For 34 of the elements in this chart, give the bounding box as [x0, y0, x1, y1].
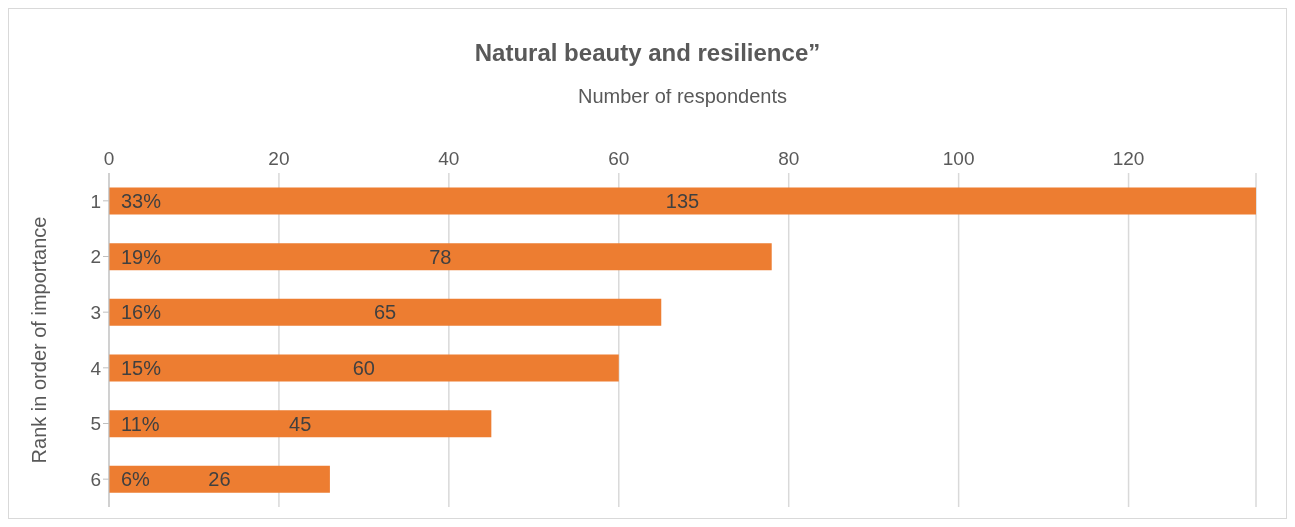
- bar: [109, 243, 772, 271]
- x-tick-label: 0: [103, 148, 115, 169]
- chart-title: Natural beauty and resilience”: [474, 39, 821, 66]
- bar: [109, 298, 662, 326]
- y-tick-label: 5: [90, 413, 101, 435]
- annotation: 15%: [121, 356, 162, 379]
- data-label: 78: [429, 245, 452, 268]
- y-tick-label: 2: [90, 246, 101, 268]
- x-axis-title: Number of respondents: [577, 85, 788, 108]
- y-tick-label: 3: [90, 301, 101, 323]
- annotation: 16%: [121, 301, 162, 324]
- annotation: 6%: [121, 468, 151, 491]
- data-label: 60: [352, 357, 376, 380]
- data-label: 45: [289, 412, 312, 435]
- bar: [109, 187, 1256, 215]
- y-tick-label: 1: [90, 190, 101, 212]
- y-tick-label: 6: [90, 468, 101, 490]
- y-tick-label: 4: [90, 357, 102, 379]
- y-axis-title: Rank in order of importance: [28, 216, 51, 464]
- data-label: 65: [374, 301, 397, 324]
- data-label: 135: [665, 190, 700, 213]
- annotation: 19%: [121, 245, 162, 268]
- x-tick-label: 100: [942, 148, 975, 169]
- x-tick-label: 40: [438, 148, 460, 169]
- x-tick-label: 20: [268, 148, 290, 169]
- x-tick-label: 120: [1112, 148, 1145, 169]
- x-tick-label: 60: [608, 148, 630, 169]
- data-label: 26: [208, 468, 231, 491]
- bar: [109, 354, 619, 382]
- bar: [109, 410, 492, 438]
- x-tick-label: 80: [778, 148, 800, 169]
- bar: [109, 465, 330, 493]
- annotation: 11%: [121, 412, 160, 435]
- annotation: 33%: [121, 189, 162, 212]
